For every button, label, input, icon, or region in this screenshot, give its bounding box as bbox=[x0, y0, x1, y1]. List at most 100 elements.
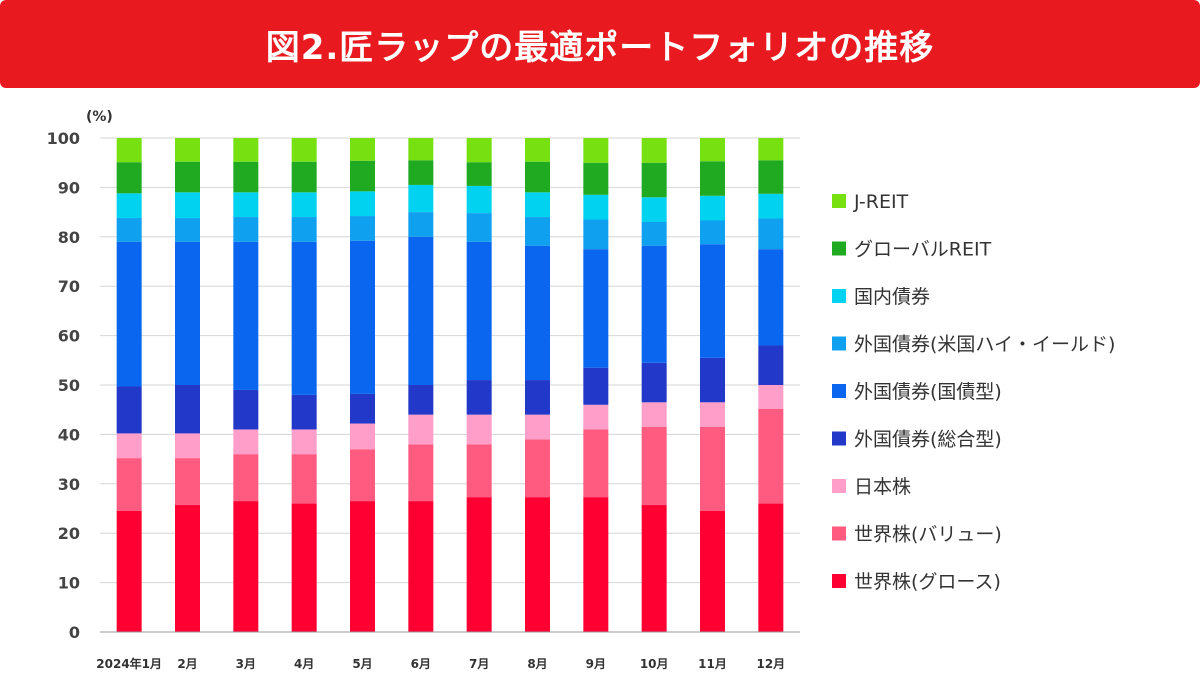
bar-segment bbox=[583, 219, 609, 250]
bar-segment bbox=[466, 162, 492, 186]
bar-segment bbox=[350, 191, 375, 217]
x-tick-label: 7月 bbox=[469, 657, 489, 671]
bar-segment bbox=[641, 505, 667, 632]
bar-segment bbox=[525, 439, 550, 498]
bar-segment bbox=[291, 394, 317, 430]
bar-segment bbox=[233, 389, 259, 430]
bar-segment bbox=[641, 362, 667, 403]
x-tick-label: 2024年1月 bbox=[96, 656, 162, 671]
y-tick-label: 90 bbox=[58, 178, 80, 197]
bar-segment bbox=[233, 217, 259, 242]
legend-label: 国内債券 bbox=[854, 286, 930, 308]
x-tick-label: 3月 bbox=[236, 657, 256, 671]
x-tick-label: 10月 bbox=[640, 657, 669, 671]
bar-segment bbox=[408, 501, 434, 632]
bar-segment bbox=[583, 249, 609, 368]
bar-segment bbox=[175, 433, 200, 459]
bar-segment bbox=[583, 194, 609, 220]
bar-segment bbox=[641, 162, 667, 198]
bar-segment bbox=[233, 429, 259, 455]
bar-segment bbox=[291, 138, 317, 162]
legend-swatch bbox=[832, 241, 846, 256]
bar-segment bbox=[116, 510, 142, 632]
y-tick-label: 40 bbox=[58, 425, 80, 444]
bar-segment bbox=[350, 240, 375, 394]
bar-segment bbox=[700, 510, 725, 632]
bar-segment bbox=[175, 458, 200, 506]
bar-segment bbox=[291, 454, 317, 504]
axes: 0 10 20 30 40 50 60 70 80 90 100 (%) 2024年1月 2月 3月 4月 5月… bbox=[47, 109, 800, 671]
bar-segment bbox=[350, 393, 375, 424]
legend-label: 外国債券(総合型) bbox=[854, 429, 1002, 451]
bar-segment bbox=[116, 162, 142, 194]
bar-segment bbox=[408, 138, 434, 161]
x-tick-label: 8月 bbox=[527, 657, 547, 671]
y-tick-label: 50 bbox=[58, 376, 80, 395]
bar-segment bbox=[233, 138, 259, 162]
bar-segment bbox=[408, 160, 434, 185]
bar-segment bbox=[583, 162, 609, 195]
bar-segment bbox=[700, 244, 725, 358]
bar-segment bbox=[641, 138, 667, 163]
bar-segment bbox=[116, 241, 142, 387]
y-tick-label: 30 bbox=[58, 475, 80, 494]
y-tick-label: 0 bbox=[69, 623, 80, 642]
y-tick-label: 60 bbox=[58, 327, 80, 346]
bar-segment bbox=[233, 501, 259, 632]
bar-segment bbox=[758, 218, 784, 250]
bar-segment bbox=[525, 138, 550, 162]
bar-segment bbox=[408, 236, 434, 385]
bar-segment bbox=[233, 192, 259, 218]
legend-swatch bbox=[832, 574, 846, 588]
bar-segment bbox=[525, 192, 550, 218]
bar-segment bbox=[466, 414, 492, 445]
legend-swatch bbox=[832, 479, 846, 493]
chart-title: 図2.匠ラップの最適ポートフォリオの推移 bbox=[265, 27, 935, 68]
bar-segment bbox=[700, 357, 725, 403]
bar-segment bbox=[175, 505, 200, 632]
bar-segment bbox=[525, 414, 550, 440]
title-banner: 図2.匠ラップの最適ポートフォリオの推移 bbox=[0, 0, 1200, 88]
bar-segment bbox=[758, 138, 784, 161]
bar-segment bbox=[116, 433, 142, 459]
legend-swatch bbox=[832, 194, 846, 208]
legend-label: 外国債券(米国ハイ・イールド) bbox=[854, 334, 1115, 356]
bar-segment bbox=[175, 138, 200, 162]
bar-segment bbox=[350, 138, 375, 161]
bar-segment bbox=[466, 241, 492, 381]
bar-segment bbox=[641, 245, 667, 363]
bar-segment bbox=[350, 423, 375, 450]
x-tick-label: 2月 bbox=[177, 657, 197, 671]
bar-segment bbox=[466, 138, 492, 163]
stacked-bar-chart: 0 10 20 30 40 50 60 70 80 90 100 (%) 2024年1月 2月 3月 4月 5月… bbox=[47, 109, 1116, 671]
bar-segment bbox=[525, 217, 550, 246]
bar-segment bbox=[408, 414, 434, 445]
bar-segment bbox=[700, 426, 725, 511]
bar-segment bbox=[525, 380, 550, 415]
legend-label: 世界株(バリュー) bbox=[854, 524, 1002, 546]
bar-segment bbox=[758, 345, 784, 385]
bar-segment bbox=[583, 404, 609, 430]
bar-segment bbox=[408, 184, 434, 213]
bar-segment bbox=[583, 138, 609, 163]
bars bbox=[116, 138, 784, 632]
legend-label: 世界株(グロース) bbox=[854, 571, 1001, 593]
bar-segment bbox=[291, 161, 317, 193]
bar-segment bbox=[525, 497, 550, 632]
bar-segment bbox=[758, 160, 784, 194]
bar-segment bbox=[641, 197, 667, 222]
bar-segment bbox=[116, 458, 142, 511]
bar-segment bbox=[466, 497, 492, 632]
y-tick-label: 10 bbox=[58, 574, 80, 593]
x-tick-label: 11月 bbox=[698, 657, 727, 671]
x-tick-label: 9月 bbox=[586, 657, 606, 671]
bar-segment bbox=[700, 138, 725, 162]
bar-segment bbox=[291, 241, 317, 395]
bar-segment bbox=[116, 218, 142, 242]
y-tick-label: 70 bbox=[58, 277, 80, 296]
bar-segment bbox=[641, 426, 667, 506]
bar-segment bbox=[116, 386, 142, 434]
x-tick-label: 4月 bbox=[294, 657, 314, 671]
y-tick-label: 20 bbox=[58, 524, 80, 543]
